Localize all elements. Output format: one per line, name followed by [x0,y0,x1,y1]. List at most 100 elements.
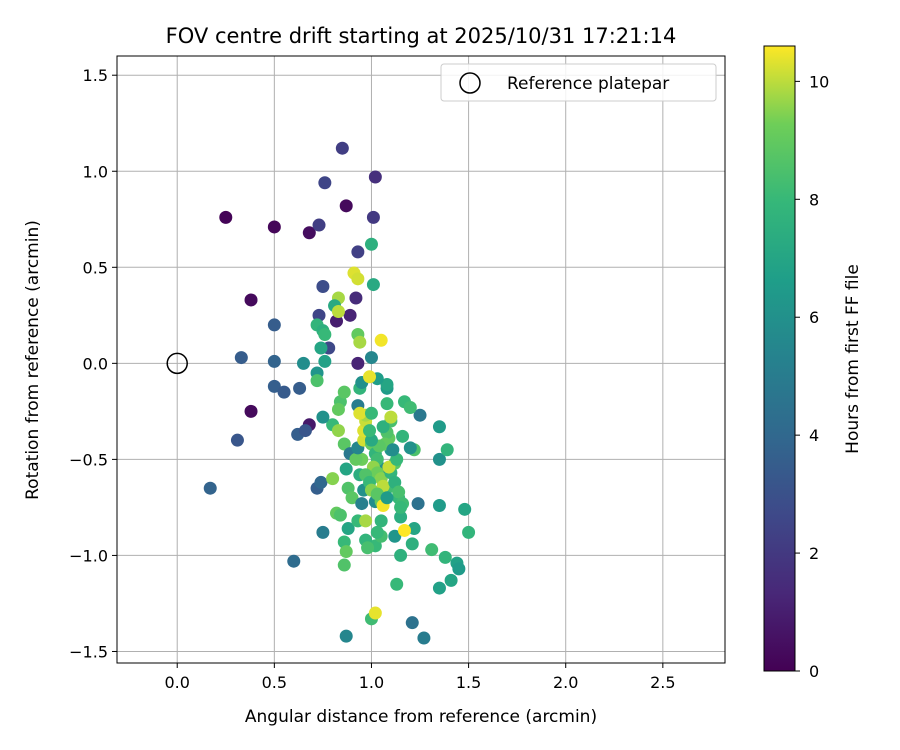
data-point [339,462,353,476]
data-point [244,293,258,307]
data-point [366,278,380,292]
data-point [296,356,310,370]
data-point [316,525,330,539]
data-point [267,318,281,332]
data-point [244,404,258,418]
data-point [331,304,345,318]
data-point [370,525,384,539]
data-point [333,508,347,522]
data-point [267,220,281,234]
y-tick-label: 0.5 [83,258,108,277]
data-point [384,410,398,424]
data-point [394,548,408,562]
data-point [403,441,417,455]
data-point [388,529,402,543]
data-point [364,406,378,420]
data-point [394,510,408,524]
data-point [392,485,406,499]
data-point [462,525,476,539]
data-point [417,631,431,645]
x-axis-label: Angular distance from reference (arcmin) [245,707,597,727]
x-tick-label: 2.0 [553,673,578,692]
data-point [366,210,380,224]
data-point [349,291,363,305]
colorbar-tick-label: 10 [809,72,829,91]
colorbar-frame [763,45,796,672]
colorbar-tick-label: 4 [809,426,819,445]
data-point [351,245,365,259]
x-tick-label: 1.0 [359,673,384,692]
data-point [458,502,472,516]
data-point [374,333,388,347]
data-point [351,272,365,286]
data-point [219,210,233,224]
data-point [368,606,382,620]
data-point [386,443,400,457]
data-point [425,543,439,557]
y-axis-ticks: −1.5 −1.0 −0.5 0.0 0.5 1.0 1.5 [69,66,117,661]
data-point [432,452,446,466]
colorbar-gradient [764,46,795,671]
data-point [318,354,332,368]
x-tick-label: 1.5 [456,673,481,692]
data-point [314,475,328,489]
colorbar-tick-label: 8 [809,190,819,209]
data-point [335,141,349,155]
data-point [452,562,466,576]
data-point [339,545,353,559]
reference-platepar-marker [166,352,188,375]
plot-frame [116,55,726,664]
data-point [318,176,332,190]
legend-marker [459,72,481,94]
data-point [267,354,281,368]
data-point [438,550,452,564]
y-tick-label: −1.0 [69,546,108,565]
colorbar-tick-label: 2 [809,544,819,563]
data-point [326,472,340,486]
data-point [376,420,390,434]
chart-title: FOV centre drift starting at 2025/10/31 … [166,24,677,48]
data-point [318,328,332,342]
data-point [337,437,351,451]
data-point [405,537,419,551]
data-point [364,351,378,365]
data-point [363,370,377,384]
data-point [368,170,382,184]
data-point [405,616,419,630]
data-points [203,141,476,645]
data-point [396,429,410,443]
colorbar-ticks: 0 2 4 6 8 10 [795,72,829,681]
data-point [411,497,425,511]
data-point [353,406,367,420]
data-point [407,522,421,536]
data-point [363,424,377,438]
data-point [432,420,446,434]
data-point [316,410,330,424]
data-point [440,443,454,457]
data-point [349,452,363,466]
legend-label: Reference platepar [507,74,669,94]
data-point [343,308,357,322]
y-tick-label: 0.0 [83,354,108,373]
data-point [374,514,388,528]
data-point [293,381,307,395]
data-point [314,341,328,355]
data-point [413,408,427,422]
data-point [316,280,330,294]
data-point [380,377,394,391]
data-point [380,491,394,505]
x-tick-label: 0.0 [164,673,189,692]
data-point [359,514,373,528]
y-axis-label: Rotation from reference (arcmin) [23,220,43,500]
data-point [380,397,394,411]
colorbar-tick-label: 0 [809,662,819,681]
data-point [432,581,446,595]
data-point [312,218,326,232]
data-point [331,402,345,416]
data-point [444,573,458,587]
data-point [353,335,367,349]
data-point [351,356,365,370]
data-point [267,379,281,393]
